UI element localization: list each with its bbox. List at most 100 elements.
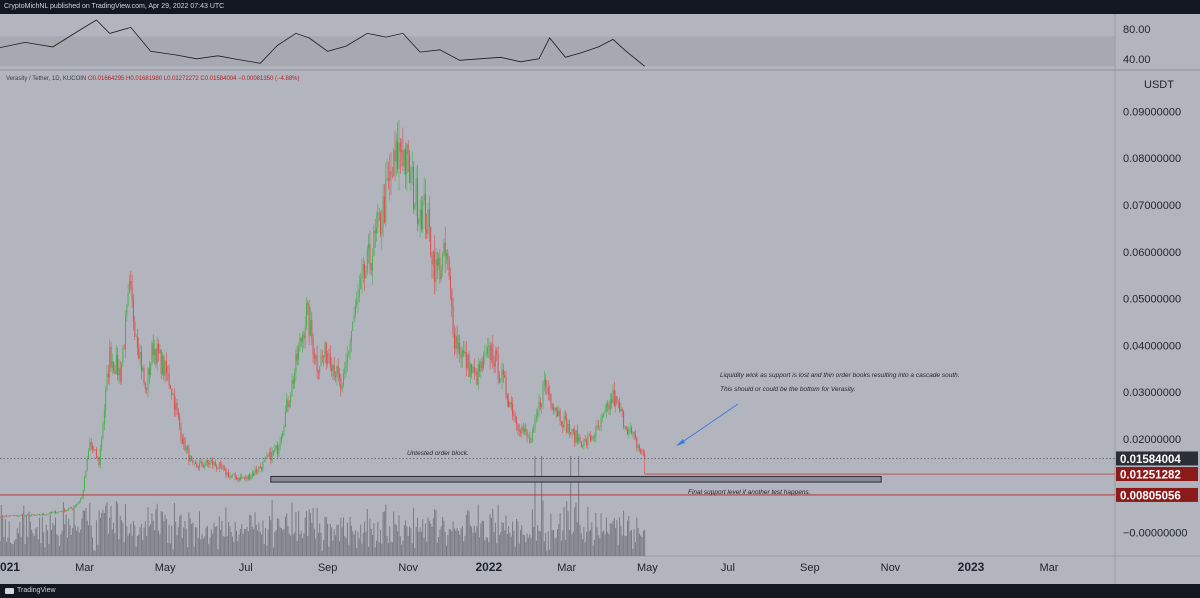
volume-bar (402, 540, 404, 556)
volume-bar (111, 529, 113, 556)
volume-bar (631, 529, 632, 556)
price-tick-label: 0.06000000 (1123, 247, 1181, 259)
candle-body (603, 412, 605, 416)
candle-body (427, 209, 429, 234)
volume-bar (465, 515, 467, 556)
volume-bar (292, 534, 294, 556)
candle-body (402, 149, 404, 167)
candle-body (143, 368, 145, 384)
candle-body (113, 361, 115, 371)
candle-body (279, 442, 281, 448)
candle-body (406, 144, 408, 174)
volume-bar (591, 522, 593, 556)
rsi-axis: 80.00 40.00 (1123, 24, 1151, 66)
candle-body (261, 467, 263, 470)
candle-body (283, 426, 285, 432)
volume-bar (0, 505, 2, 556)
candle-body (27, 514, 29, 516)
candle-body (303, 334, 305, 339)
volume-bar (584, 542, 586, 556)
volume-bar (286, 513, 288, 556)
volume-bar (611, 523, 613, 556)
volume-bar (265, 528, 266, 556)
candle-body (214, 462, 216, 466)
volume-bar (382, 511, 384, 556)
candle-body (369, 243, 371, 264)
volume-bar (88, 525, 89, 556)
candle-body (411, 167, 413, 172)
candle-body (578, 437, 580, 442)
volume-bar (236, 531, 237, 556)
candle-body (488, 345, 490, 347)
price-tick-label: 0.05000000 (1123, 294, 1181, 306)
legend-symbol: Verasity / Tether, 1D, KUCOIN (6, 76, 86, 82)
volume-bar (37, 539, 39, 556)
candle-body (195, 462, 196, 464)
candle-body (541, 403, 543, 408)
candle-body (212, 460, 214, 465)
candle-body (410, 171, 412, 184)
volume-bar (319, 523, 321, 556)
candle-body (139, 351, 141, 359)
candle-body (424, 194, 426, 229)
candle-body (612, 390, 614, 404)
candle-body (502, 369, 504, 376)
candle-body (443, 242, 445, 254)
candle-body (126, 305, 128, 316)
candle-body (160, 349, 162, 375)
volume-bar (444, 532, 446, 556)
volume-bar (234, 522, 236, 556)
volume-bar (634, 542, 636, 556)
order-block (270, 475, 882, 483)
volume-bar (259, 531, 261, 556)
candle-body (506, 394, 508, 400)
candle-body (152, 343, 154, 356)
volume-bar (7, 537, 9, 556)
volume-bar (179, 516, 181, 556)
volume-bar (527, 537, 529, 556)
candle-body (288, 402, 290, 408)
volume-bar (419, 527, 421, 556)
volume-bar (582, 539, 584, 556)
volume-bar (290, 535, 292, 556)
volume-bar (258, 522, 260, 556)
candle-body (51, 512, 52, 513)
candle-body (505, 377, 507, 395)
volume-bar (275, 530, 277, 556)
candle-body (468, 354, 470, 377)
volume-bar (376, 540, 377, 556)
volume-bar (571, 533, 573, 556)
candle-body (454, 334, 455, 349)
volume-bar (312, 508, 314, 556)
candle-body (608, 405, 610, 410)
candle-body (294, 372, 296, 384)
volume-bar (271, 500, 273, 556)
candle-body (204, 465, 206, 467)
volume-bar (558, 524, 560, 556)
volume-bar (443, 520, 445, 556)
candle-body (520, 431, 521, 433)
candle-body (233, 473, 235, 475)
candle-body (455, 335, 457, 349)
volume-bar (14, 540, 15, 556)
volume-bar (35, 528, 37, 556)
candle-body (365, 271, 367, 279)
volume-bar (534, 456, 536, 556)
candle-body (162, 356, 163, 375)
volume-bar (513, 530, 515, 556)
candle-body (567, 424, 569, 433)
candle-body (356, 301, 358, 305)
candle-body (53, 511, 55, 513)
volume-bar (53, 525, 55, 556)
volume-bar (442, 516, 444, 556)
volume-bar (549, 549, 551, 556)
candle-body (634, 434, 636, 438)
volume-bar (226, 536, 228, 556)
candle-body (317, 371, 319, 373)
candle-body (60, 511, 62, 512)
volume-bar (159, 533, 161, 556)
volume-bar (398, 515, 400, 556)
candle-body (86, 458, 88, 471)
